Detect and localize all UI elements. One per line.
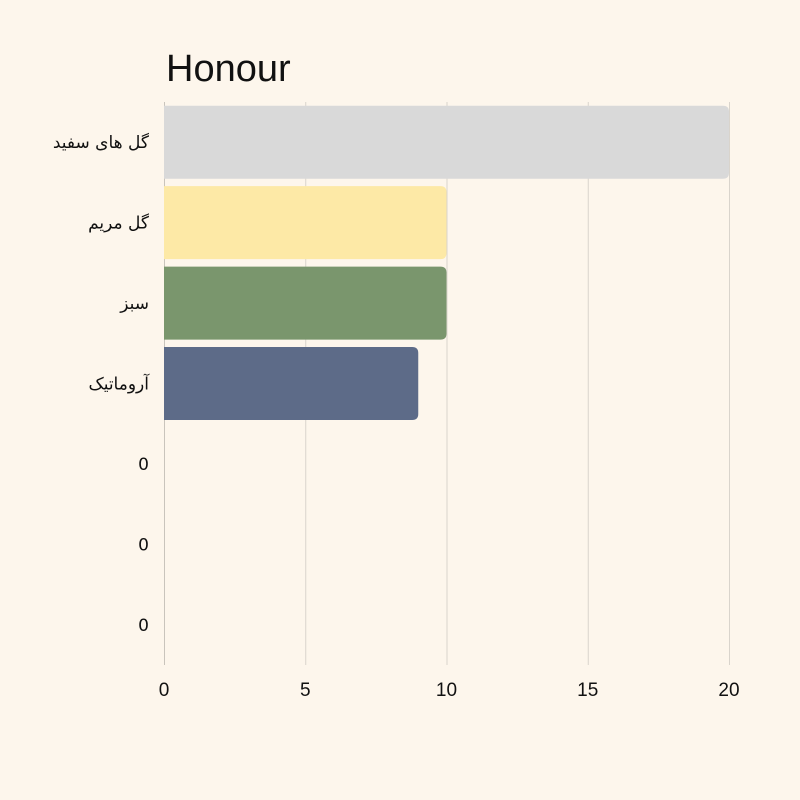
- category-label-6: 0: [138, 616, 149, 636]
- category-label-5: 0: [138, 535, 149, 555]
- category-label-4: 0: [138, 455, 149, 475]
- x-tick-labels: 0 5 10 15 20: [159, 680, 740, 701]
- category-labels: گل های سفید گل مریم سبز آروماتیک 0 0 0: [53, 132, 150, 636]
- bar-2: [164, 266, 447, 340]
- category-label-3: آروماتیک: [88, 373, 150, 395]
- category-label-0: گل های سفید: [53, 132, 150, 153]
- bar-0: [164, 105, 729, 179]
- chart-title: Honour: [166, 48, 291, 90]
- bars-group: [164, 105, 729, 420]
- category-label-2: سبز: [119, 294, 149, 314]
- x-tick-label: 5: [300, 680, 311, 701]
- bar-3: [164, 347, 419, 420]
- category-label-1: گل مریم: [88, 213, 150, 234]
- x-tick-label: 10: [436, 680, 457, 701]
- x-tick-label: 15: [577, 680, 598, 701]
- bar-1: [164, 186, 447, 260]
- x-tick-label: 0: [159, 680, 170, 701]
- x-tick-label: 20: [718, 680, 739, 701]
